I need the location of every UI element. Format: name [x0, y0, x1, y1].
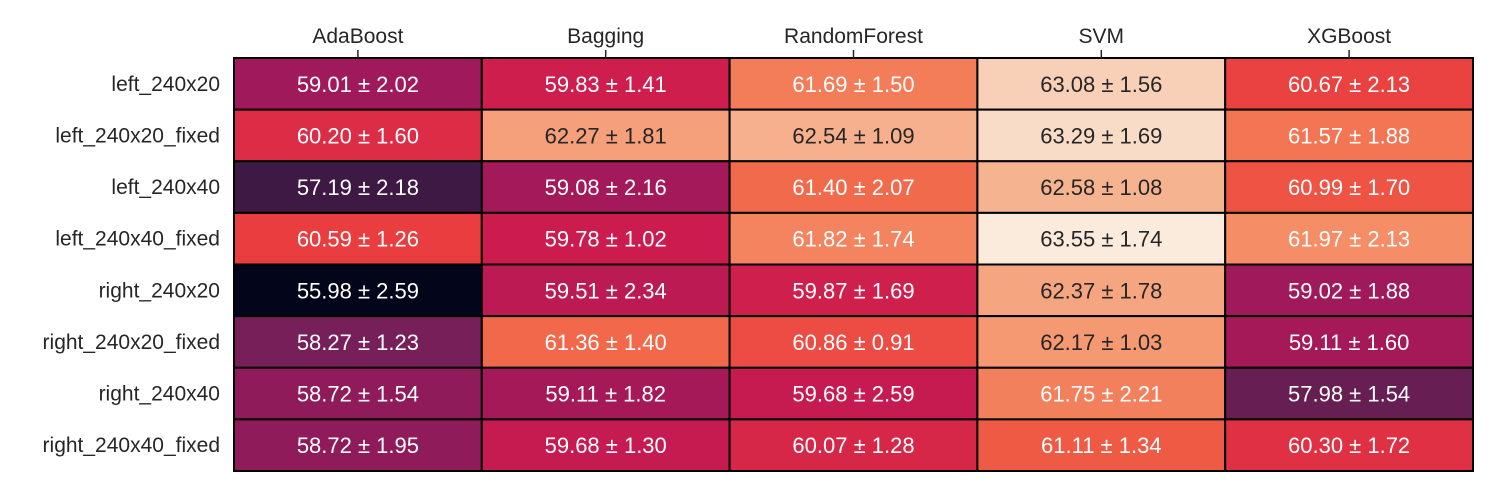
cell-annotation: 58.72 ± 1.54	[297, 382, 419, 407]
cell-annotation: 62.58 ± 1.08	[1040, 175, 1162, 200]
cell-annotation: 62.54 ± 1.09	[792, 123, 914, 148]
cell-annotation: 63.08 ± 1.56	[1040, 72, 1162, 97]
cell-annotation: 55.98 ± 2.59	[297, 278, 419, 303]
heatmap-cell	[480, 418, 731, 472]
cell-annotation: 59.08 ± 2.16	[545, 175, 667, 200]
cell-annotation: 60.30 ± 1.72	[1288, 433, 1410, 458]
heatmap-cell	[976, 418, 1227, 472]
heatmap-cell	[728, 211, 979, 266]
cell-annotation: 57.19 ± 2.18	[297, 175, 419, 200]
column-labels: AdaBoost Bagging RandomForest SVM XGBoost	[312, 25, 1391, 58]
cell-annotation: 58.72 ± 1.95	[297, 433, 419, 458]
y-tick-label: left_240x40_fixed	[55, 228, 220, 251]
heatmap-cell	[233, 211, 483, 266]
cell-annotation: 61.40 ± 2.07	[792, 175, 914, 200]
cell-annotation: 59.78 ± 1.02	[545, 227, 667, 252]
heatmap-cell	[728, 315, 979, 369]
heatmap-cell	[480, 160, 731, 214]
cell-annotation: 62.37 ± 1.78	[1040, 278, 1162, 303]
heatmap-cell	[233, 366, 483, 421]
cell-annotation: 62.17 ± 1.03	[1040, 330, 1162, 355]
cell-annotation: 59.11 ± 1.60	[1289, 330, 1410, 355]
y-tick-label: left_240x40	[111, 176, 220, 199]
y-tick-label: left_240x20	[111, 73, 220, 96]
x-tick-label: AdaBoost	[312, 25, 403, 48]
heatmap-cell	[233, 263, 483, 318]
cell-annotation: 61.69 ± 1.50	[792, 72, 914, 97]
y-tick-label: right_240x40_fixed	[43, 434, 220, 457]
cell-annotation: 60.67 ± 2.13	[1288, 72, 1410, 97]
cell-annotation: 59.68 ± 2.59	[792, 382, 914, 407]
cell-annotation: 60.86 ± 0.91	[792, 330, 914, 355]
cell-annotation: 59.02 ± 1.88	[1288, 278, 1410, 303]
y-tick-label: left_240x20_fixed	[55, 124, 220, 147]
cell-annotation: 61.97 ± 2.13	[1288, 227, 1410, 252]
cell-annotation: 60.59 ± 1.26	[297, 227, 419, 252]
x-tick-label: Bagging	[567, 25, 644, 48]
x-tick-label: XGBoost	[1307, 25, 1391, 48]
cell-annotation: 61.75 ± 2.21	[1040, 382, 1162, 407]
cell-annotation: 60.99 ± 1.70	[1288, 175, 1410, 200]
cell-annotation: 59.11 ± 1.82	[545, 382, 666, 407]
cell-annotation: 62.27 ± 1.81	[545, 123, 667, 148]
heatmap-cell	[728, 108, 979, 163]
heatmap-cell	[728, 263, 979, 318]
heatmap-cell	[976, 160, 1227, 214]
heatmap-cells: 59.01 ± 2.02 59.83 ± 1.41 61.69 ± 1.50 63.0…	[233, 57, 1474, 472]
x-tick-label: RandomForest	[784, 25, 923, 48]
cell-annotation: 58.27 ± 1.23	[297, 330, 419, 355]
heatmap-cell	[233, 418, 483, 472]
cell-annotation: 59.68 ± 1.30	[545, 433, 667, 458]
heatmap-cell	[1224, 418, 1474, 472]
heatmap-cell	[480, 211, 731, 266]
cell-annotation: 61.11 ± 1.34	[1041, 433, 1162, 458]
cell-annotation: 60.20 ± 1.60	[297, 123, 419, 148]
heatmap-cell	[976, 315, 1227, 369]
cell-annotation: 59.01 ± 2.02	[297, 72, 419, 97]
heatmap-cell	[233, 108, 483, 163]
y-tick-label: right_240x20_fixed	[43, 331, 220, 354]
cell-annotation: 60.07 ± 1.28	[792, 433, 914, 458]
heatmap-cell	[1224, 315, 1474, 369]
x-tick-label: SVM	[1079, 25, 1125, 48]
cell-annotation: 61.36 ± 1.40	[545, 330, 667, 355]
heatmap-cell	[480, 263, 731, 318]
y-tick-label: right_240x40	[99, 383, 220, 406]
y-tick-label: right_240x20	[99, 279, 220, 302]
row-labels: left_240x20 left_240x20_fixed left_240x40l…	[43, 73, 220, 457]
cell-annotation: 59.87 ± 1.69	[792, 278, 914, 303]
heatmap-cell	[1224, 211, 1474, 266]
heatmap-cell	[480, 315, 731, 369]
heatmap-cell	[480, 57, 731, 111]
cell-annotation: 63.29 ± 1.69	[1040, 123, 1162, 148]
cell-annotation: 57.98 ± 1.54	[1288, 382, 1410, 407]
cell-annotation: 61.82 ± 1.74	[792, 227, 914, 252]
cell-annotation: 61.57 ± 1.88	[1288, 123, 1410, 148]
heatmap-cell	[728, 418, 979, 472]
heatmap-cell	[233, 57, 483, 111]
heatmap-cell	[1224, 108, 1474, 163]
heatmap-cell	[976, 211, 1227, 266]
cell-annotation: 59.83 ± 1.41	[545, 72, 667, 97]
cell-annotation: 63.55 ± 1.74	[1040, 227, 1162, 252]
cell-annotation: 59.51 ± 2.34	[545, 278, 667, 303]
